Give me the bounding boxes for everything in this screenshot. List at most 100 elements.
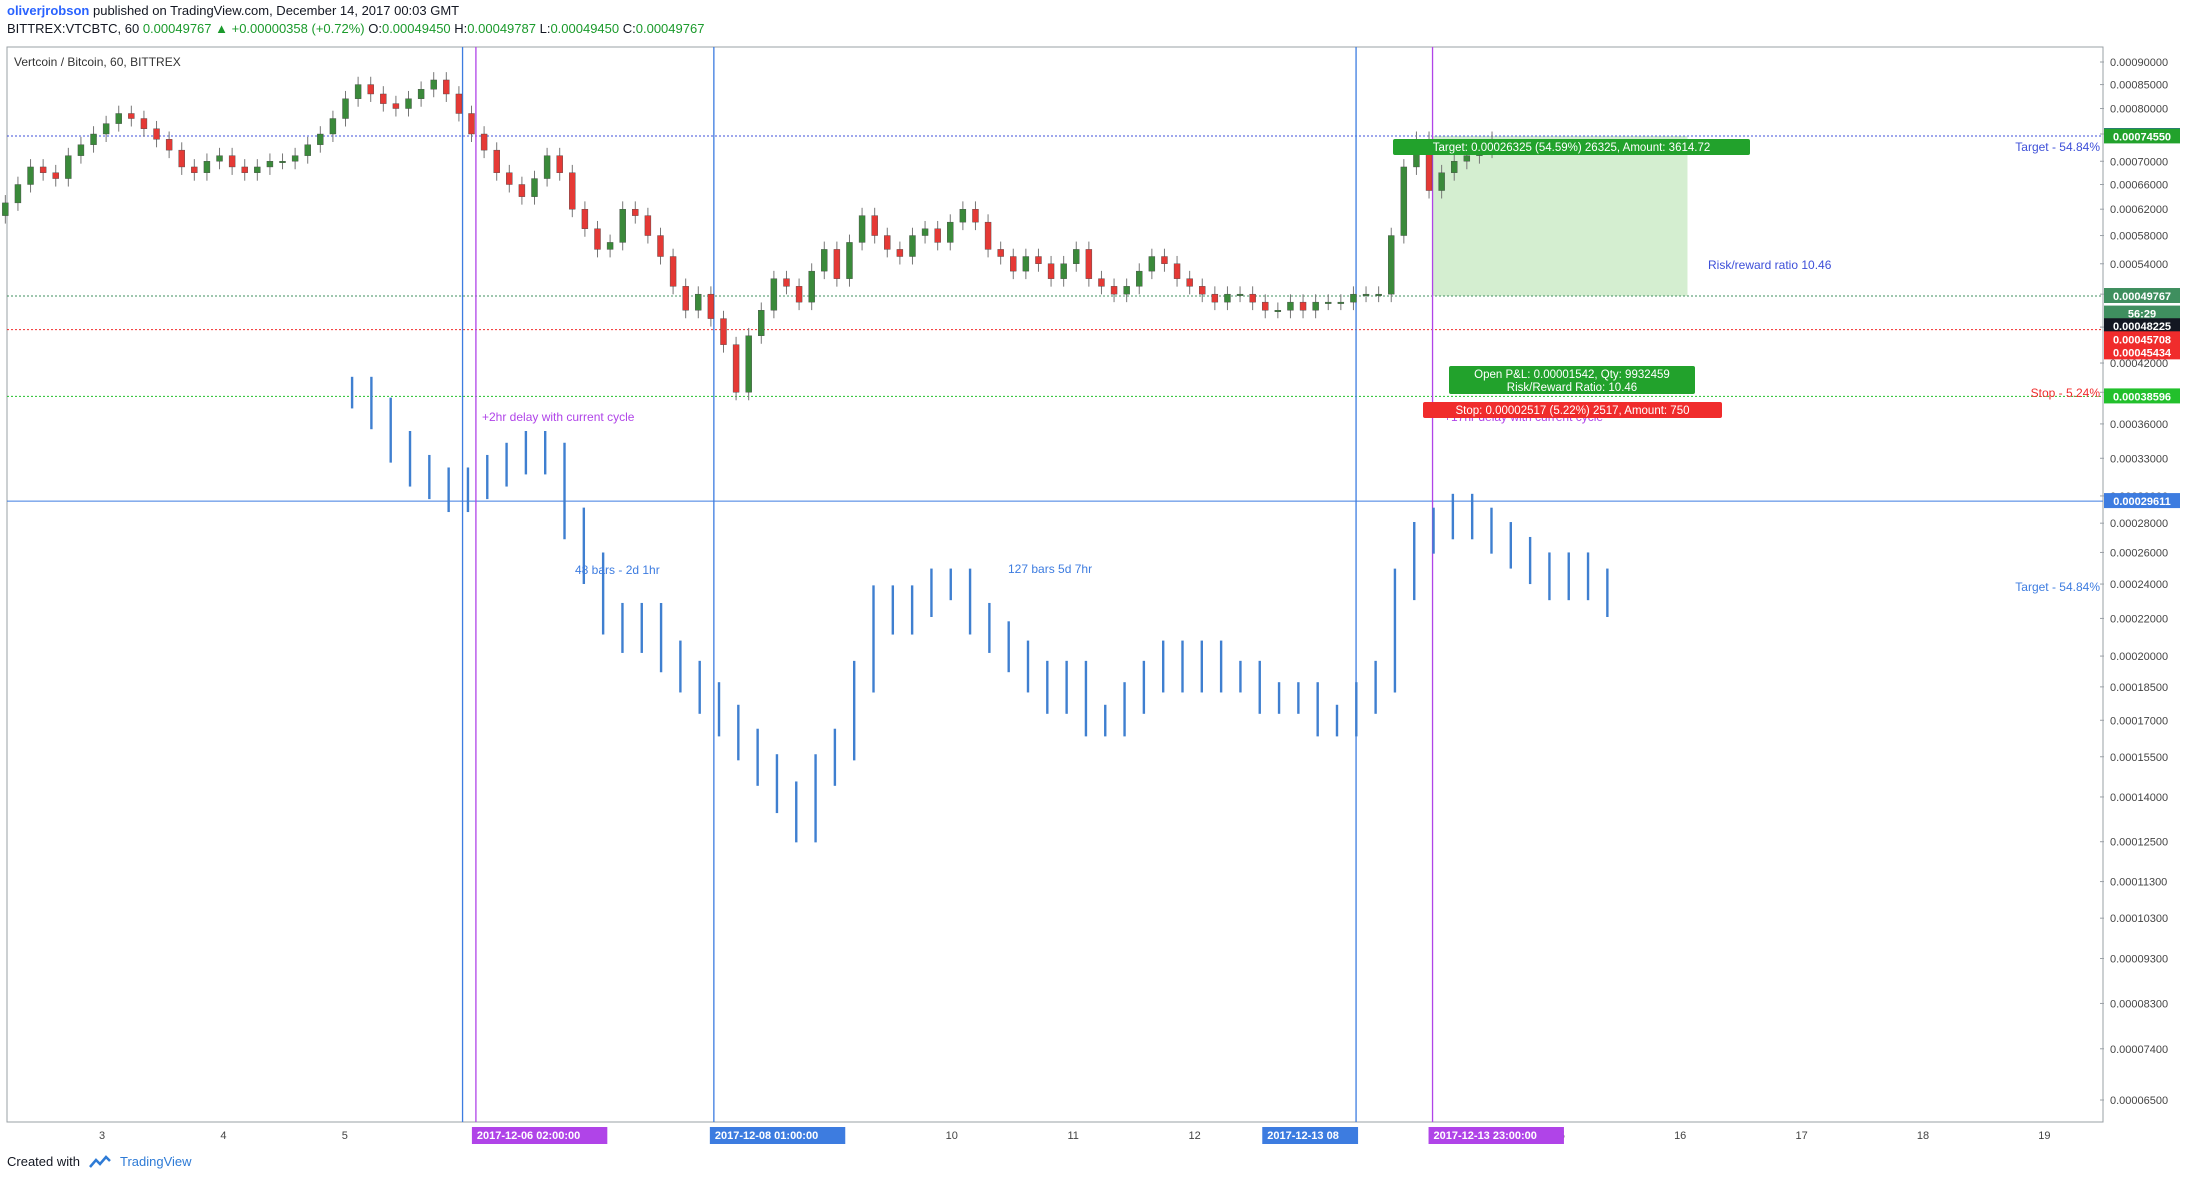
price-label-8: 0.00029611: [2113, 496, 2171, 508]
x-tick-label: 5: [342, 1130, 348, 1142]
candle: [947, 221, 954, 243]
y-tick-label: 0.00080000: [2110, 104, 2168, 116]
close-value: 0.00049767: [635, 21, 705, 36]
tradingview-logo-icon: [89, 1154, 111, 1168]
candle: [165, 139, 173, 151]
candle: [644, 215, 652, 236]
x-tick-label: 10: [946, 1130, 958, 1142]
candle: [1325, 301, 1332, 304]
x-tick-label: 18: [1917, 1130, 1929, 1142]
price-label-bg: [2104, 344, 2180, 360]
candle: [417, 89, 425, 99]
candle: [102, 123, 110, 135]
candle: [594, 228, 601, 250]
candle: [191, 166, 198, 173]
candle: [1451, 161, 1458, 173]
y-tick-label: 0.00006500: [2110, 1095, 2168, 1107]
chart-header: oliverjrobson published on TradingView.c…: [0, 0, 2185, 42]
close-label: C:: [622, 21, 636, 36]
y-tick-label: 0.00017000: [2110, 715, 2168, 727]
price-label-3: 56:29: [2128, 309, 2156, 321]
candle: [1224, 293, 1231, 303]
y-tick-label: 0.00036000: [2110, 419, 2168, 431]
candle: [1010, 256, 1017, 272]
candle: [1236, 293, 1244, 296]
candle: [480, 133, 488, 151]
candle: [1173, 263, 1181, 279]
ohlc-line: BITTREX:VTCBTC, 60 0.00049767 ▲ +0.00000…: [7, 21, 704, 36]
candle: [808, 270, 815, 303]
candle: [39, 166, 47, 173]
candle: [833, 249, 841, 279]
price-label-1: 0.00074550: [2113, 131, 2171, 143]
y-tick-label: 0.00033000: [2110, 453, 2168, 465]
candle: [14, 184, 22, 204]
candle: [846, 242, 853, 279]
time-label-3: 2017-12-13 23:00:00: [1434, 1130, 1537, 1142]
candle: [1299, 301, 1307, 311]
candle: [972, 208, 979, 223]
annotation-5: Target - 54.84%: [2015, 140, 2100, 154]
candle: [291, 155, 299, 162]
annotation-3: Risk/reward ratio 10.46: [1708, 258, 1832, 272]
created-with-label: Created with: [7, 1154, 80, 1169]
candle: [1186, 278, 1193, 287]
candle: [329, 118, 337, 135]
candle: [632, 208, 639, 216]
y-tick-label: 0.00042000: [2110, 358, 2168, 370]
candle: [140, 118, 148, 129]
time-label-bg: [709, 1127, 846, 1144]
candle: [543, 155, 551, 179]
time-label-bg: [1428, 1127, 1564, 1144]
open-label: O:: [368, 21, 382, 36]
candle: [506, 172, 513, 185]
y-tick-label: 0.00022000: [2110, 613, 2168, 625]
candle: [1110, 286, 1118, 295]
candle: [619, 208, 626, 243]
annotation-2: 127 bars 5d 7hr: [1008, 562, 1092, 576]
candle: [1337, 301, 1345, 304]
candle: [569, 172, 576, 210]
tradingview-link[interactable]: TradingView: [119, 1154, 192, 1169]
candle: [707, 293, 715, 319]
candle: [392, 103, 400, 109]
open-pnl-label-bg: [1449, 366, 1695, 394]
candle: [657, 235, 664, 257]
candle: [153, 128, 160, 140]
candle: [1400, 166, 1408, 236]
price-label-4: 0.00048225: [2113, 321, 2171, 333]
plot-area: [6, 46, 2104, 1123]
time-label-2: 2017-12-13 08: [1267, 1130, 1339, 1142]
candle: [266, 161, 274, 168]
candle: [858, 215, 866, 243]
candle: [959, 208, 967, 223]
candle: [732, 344, 740, 393]
candle: [896, 249, 904, 257]
high-label: H:: [454, 21, 468, 36]
target-zone[interactable]: [1432, 136, 1688, 297]
target-label-text: Target: 0.00026325 (54.59%) 26325, Amoun…: [1433, 142, 1711, 154]
candle: [52, 172, 59, 179]
candle: [468, 113, 475, 135]
symbol-label: BITTREX:VTCBTC, 60: [7, 21, 140, 36]
annotation-6: Target - 54.84%: [2015, 580, 2100, 594]
candle: [821, 249, 828, 272]
candle: [128, 113, 135, 119]
time-label-bg: [1262, 1127, 1359, 1144]
price-label-7: 0.00038596: [2113, 391, 2171, 403]
candle: [556, 155, 563, 173]
author-link[interactable]: oliverjrobson: [7, 3, 90, 18]
annotation-7: Stop - 5.24%: [2031, 386, 2101, 400]
low-value: 0.00049450: [550, 21, 620, 36]
y-tick-label: 0.00028000: [2110, 518, 2168, 530]
candle: [1388, 235, 1395, 295]
price-label-bg: [2104, 388, 2180, 404]
candle: [1060, 263, 1067, 279]
y-tick-label: 0.00054000: [2110, 259, 2168, 271]
candle: [531, 178, 538, 197]
chart-title: Vertcoin / Bitcoin, 60, BITTREX: [14, 55, 181, 69]
price-label-bg: [2104, 128, 2180, 144]
y-tick-label: 0.00008300: [2110, 998, 2168, 1010]
candle: [380, 93, 387, 104]
